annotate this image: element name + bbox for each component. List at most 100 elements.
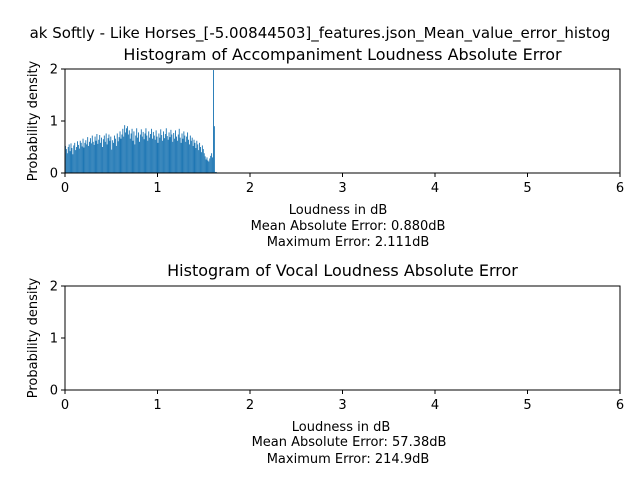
histogram-bar — [159, 137, 161, 173]
histogram-bar — [128, 130, 130, 173]
histogram-bar — [129, 138, 131, 173]
histogram-bar — [111, 149, 113, 173]
y-tick-label: 0 — [50, 167, 58, 182]
vocal-chart-title: Histogram of Vocal Loudness Absolute Err… — [167, 261, 518, 280]
histogram-bar — [65, 149, 67, 173]
x-tick-label: 2 — [246, 181, 254, 196]
histogram-bar — [191, 137, 193, 173]
histogram-bar — [110, 136, 112, 173]
vocal-x-ticks: 0 1 2 3 4 5 6 — [61, 390, 624, 413]
histogram-bar — [76, 147, 78, 173]
histogram-bar — [138, 132, 139, 173]
histogram-bar — [147, 140, 149, 173]
histogram-bar — [90, 143, 92, 173]
histogram-bar — [144, 133, 146, 173]
histogram-bar — [136, 128, 138, 173]
histogram-bar — [108, 134, 110, 173]
histogram-bar — [193, 139, 195, 173]
histogram-bar — [157, 142, 159, 173]
histogram-bar — [114, 135, 115, 173]
histogram-bar — [190, 140, 192, 173]
histogram-bar — [153, 135, 155, 173]
histogram-bar — [145, 128, 147, 173]
histogram-bar — [198, 150, 200, 173]
histogram-bar — [85, 140, 87, 173]
histogram-bar — [155, 130, 157, 173]
histogram-bar — [115, 145, 117, 173]
histogram-bar — [139, 134, 141, 173]
x-tick-label: 6 — [616, 398, 624, 413]
histogram-bar — [214, 171, 216, 173]
histogram-bar — [163, 138, 165, 173]
histogram-bar — [192, 145, 194, 173]
histogram-bar — [117, 141, 119, 173]
histogram-bar — [134, 144, 136, 173]
histogram-bar — [175, 130, 176, 173]
histogram-bar — [165, 128, 167, 173]
histogram-bar — [140, 129, 142, 173]
histogram-bar — [160, 129, 162, 173]
histogram-bar — [112, 140, 114, 173]
histogram-bar — [103, 135, 105, 173]
accompaniment-mean-error: Mean Absolute Error: 0.880dB — [251, 219, 446, 234]
histogram-bar — [148, 131, 150, 173]
histogram-bar — [118, 137, 120, 173]
histogram-bar — [171, 134, 173, 173]
histogram-bar — [141, 136, 143, 173]
vocal-mean-error: Mean Absolute Error: 57.38dB — [252, 435, 447, 450]
histogram-bar — [71, 148, 73, 173]
histogram-bar — [80, 142, 82, 173]
histogram-bar — [189, 135, 191, 173]
vocal-x-axis-label: Loudness in dB — [292, 420, 391, 435]
x-tick-label: 0 — [61, 181, 69, 196]
vocal-axes-frame — [64, 285, 621, 391]
histogram-bar — [74, 142, 76, 173]
histogram-bar — [151, 128, 152, 173]
figure-suptitle: ak Softly - Like Horses_[-5.00844503]_fe… — [30, 24, 611, 43]
x-tick-label: 5 — [523, 398, 531, 413]
histogram-bar — [79, 140, 81, 173]
histogram-bar — [139, 141, 140, 173]
x-tick-label: 1 — [153, 398, 161, 413]
histogram-bar — [212, 157, 213, 173]
histogram-bar — [213, 70, 214, 173]
histogram-bar — [182, 138, 184, 173]
histogram-bar — [113, 142, 115, 173]
y-tick-label: 1 — [50, 332, 58, 347]
vocal-y-ticks: 0 1 2 — [50, 280, 65, 399]
histogram-bar — [120, 138, 122, 173]
histogram-bar — [94, 136, 96, 173]
accompaniment-x-axis-label: Loudness in dB — [289, 203, 388, 218]
vocal-max-error: Maximum Error: 214.9dB — [267, 452, 430, 467]
histogram-bar — [101, 137, 102, 173]
histogram-bar — [187, 132, 189, 173]
histogram-bar — [78, 148, 80, 173]
histogram-bar — [205, 159, 207, 173]
histogram-bar — [197, 144, 199, 173]
histogram-bar — [99, 135, 101, 173]
histogram-bar — [170, 129, 172, 173]
accompaniment-bars — [65, 70, 217, 173]
histogram-bar — [186, 136, 188, 173]
histogram-bar — [132, 140, 134, 173]
histogram-bar — [207, 160, 209, 173]
histogram-bar — [89, 138, 91, 173]
histogram-bar — [77, 141, 78, 173]
accompaniment-histogram: Histogram of Accompaniment Loudness Abso… — [26, 45, 624, 250]
histogram-bar — [102, 147, 103, 173]
histogram-bar — [88, 145, 90, 173]
histogram-bar — [213, 126, 215, 173]
histogram-bar — [146, 135, 148, 173]
x-tick-label: 3 — [338, 181, 346, 196]
histogram-bar — [75, 150, 77, 173]
histogram-bar — [77, 144, 79, 173]
histogram-bar — [87, 137, 89, 173]
histogram-bar — [176, 136, 177, 173]
histogram-bar — [166, 136, 168, 173]
histogram-bar — [127, 134, 129, 173]
histogram-bar — [92, 141, 94, 173]
accompaniment-x-ticks: 0 1 2 3 4 5 6 — [61, 173, 624, 196]
histogram-bar — [178, 128, 180, 173]
x-tick-label: 4 — [431, 181, 439, 196]
x-tick-label: 4 — [431, 398, 439, 413]
